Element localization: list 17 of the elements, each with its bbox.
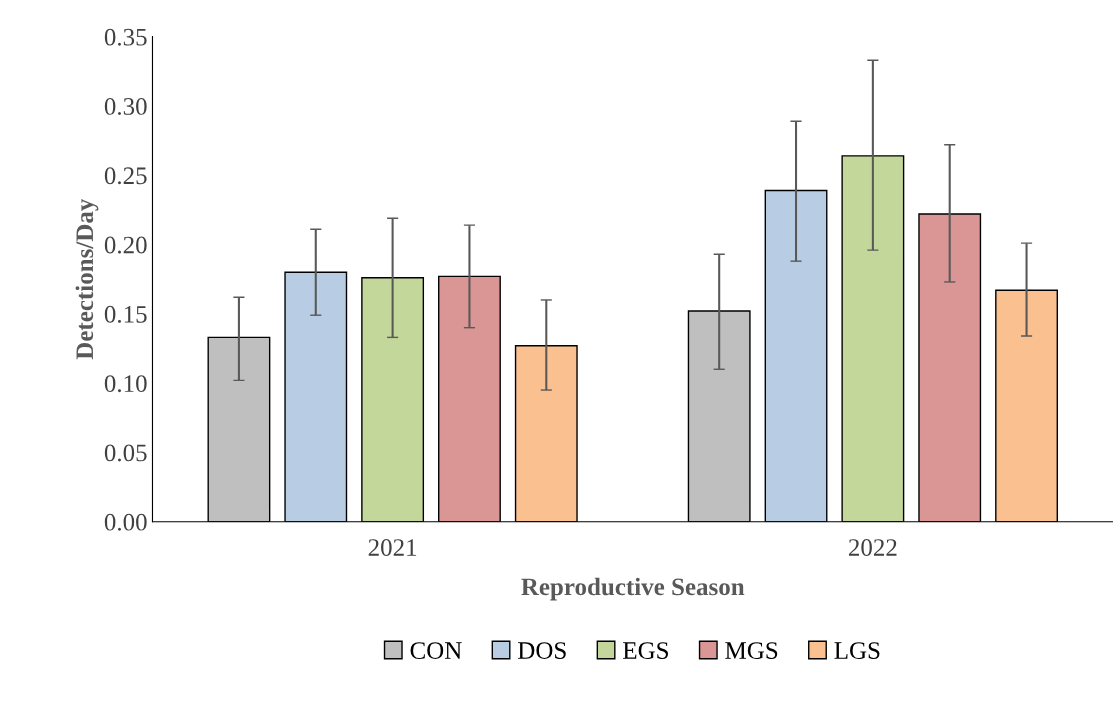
x-tick-label: 2022 — [848, 539, 897, 556]
y-tick-label: 0.15 — [104, 305, 147, 323]
y-tick-label: 0.25 — [104, 167, 147, 185]
y-tick-label: 0.05 — [104, 444, 147, 462]
legend-label: DOS — [518, 642, 566, 659]
y-tick-label: 0.30 — [104, 98, 147, 115]
y-axis-title: Detections/Day — [75, 198, 99, 360]
legend-label: EGS — [623, 642, 668, 659]
y-tick-label: 0.20 — [104, 236, 147, 254]
x-axis-title: Reproductive Season — [521, 577, 745, 601]
y-tick-label: 0.35 — [104, 28, 147, 46]
y-tick-label: 0.10 — [104, 375, 147, 393]
y-tick-label: 0.00 — [104, 513, 147, 531]
legend-label: CON — [410, 642, 462, 659]
x-tick-label: 2021 — [368, 539, 417, 556]
legend-label: MGS — [725, 642, 778, 659]
legend-label: LGS — [834, 642, 880, 659]
